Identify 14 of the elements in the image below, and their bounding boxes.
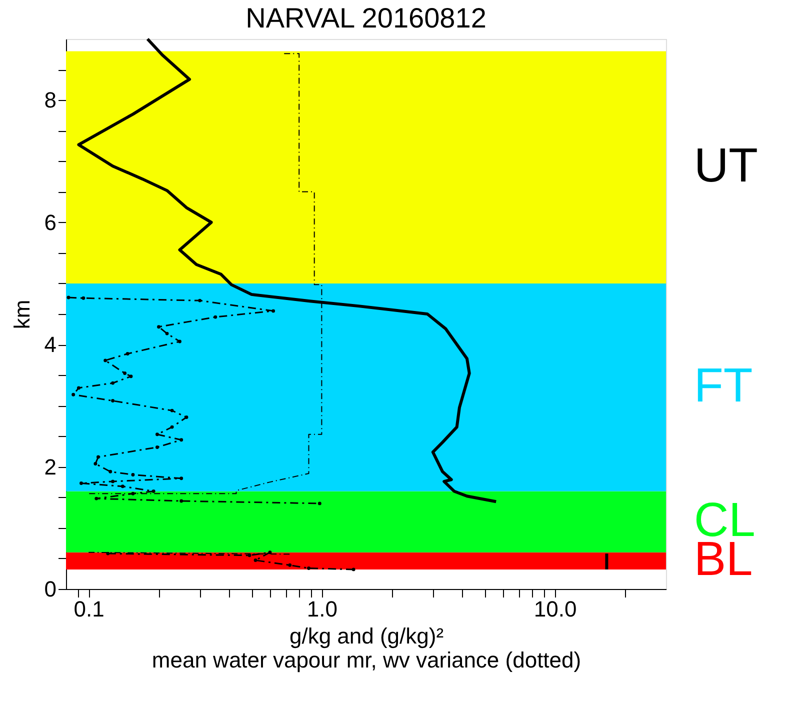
x-tick-label: 10.0 [534,596,577,622]
y-tick-label: 2 [44,454,56,480]
x-tick-label: 0.1 [74,596,104,622]
y-tick-label: 6 [44,210,56,235]
text: mean water vapour mr, wv variance (dotted) [152,648,582,672]
x-tick-label: 1.0 [306,596,338,622]
y-tick-label: 4 [44,332,56,358]
band-label: UT [694,139,758,192]
chart-title: NARVAL 20160812 [246,2,486,34]
x-axis-title: g/kg and (g/kg)² [289,624,444,648]
y-axis-title: km [9,300,34,330]
y-tick-label: 0 [44,576,56,602]
band-label: FT [694,359,753,412]
y-tick-label: 8 [44,88,56,113]
